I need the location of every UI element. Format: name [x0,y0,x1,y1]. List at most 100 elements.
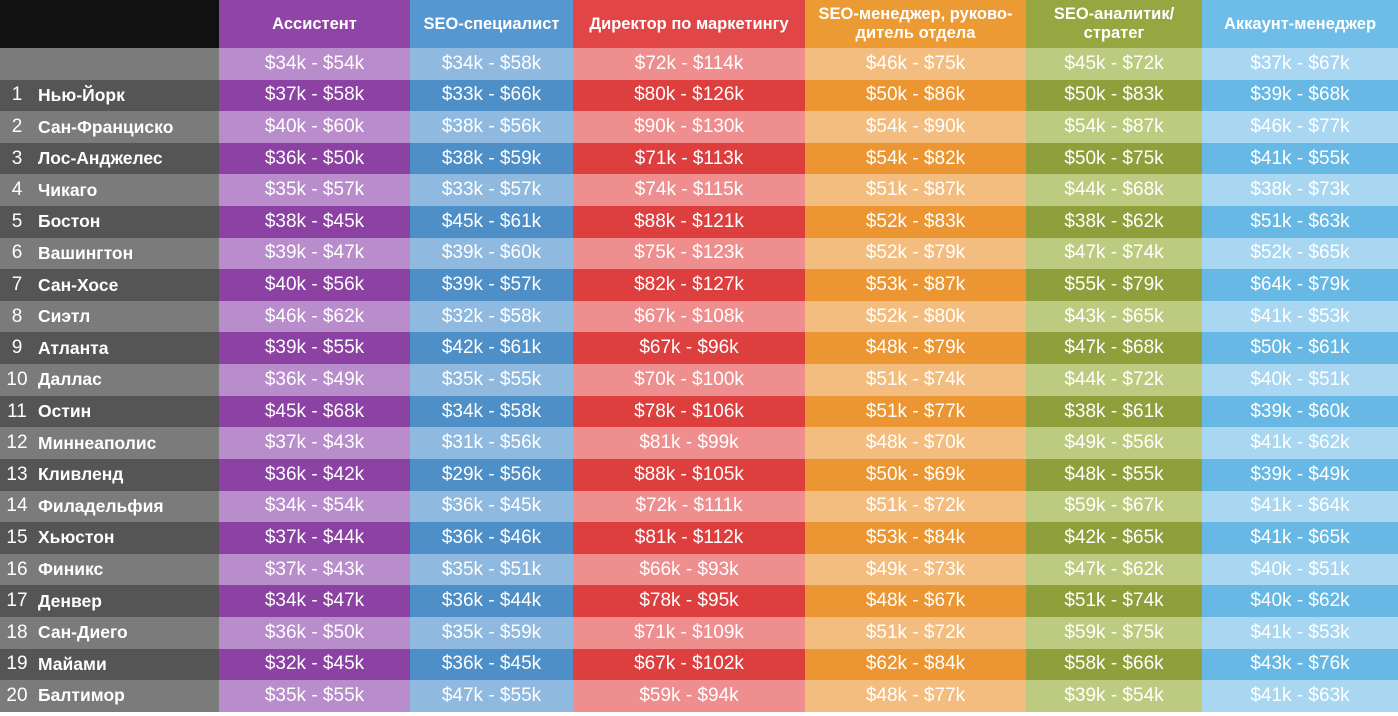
city-name: Сан-Диего [38,622,128,643]
salary-cell: $52k - $80k [805,300,1026,333]
salary-cell: $82k - $127k [573,269,805,301]
city-name: Финикс [38,559,104,580]
salary-cell: $33k - $57k [410,174,573,207]
salary-cell: $39k - $55k [219,332,410,365]
city-label: 17 Денвер [0,585,219,617]
salary-cell: $46k - $77k [1202,111,1398,143]
salary-cell: $34k - $58k [410,395,573,428]
salary-cell: $41k - $63k [1202,680,1398,712]
salary-cell: $67k - $108k [573,300,805,333]
column-header-2: SEO-специалист [410,0,573,48]
city-rank: 14 [6,495,28,517]
salary-cell: $38k - $45k [219,206,410,238]
salary-cell: $47k - $68k [1026,332,1202,365]
city-rank: 3 [11,147,23,169]
city-label: 9 Атланта [0,332,219,365]
salary-cell: $47k - $62k [1026,553,1202,586]
salary-cell: $70k - $100k [573,364,805,396]
city-name: Нью-Йорк [38,84,125,105]
city-label: 8 Сиэтл [0,300,219,333]
salary-cell: $41k - $53k [1202,300,1398,333]
salary-cell: $52k - $79k [805,237,1026,270]
salary-cell: $38k - $61k [1026,395,1202,428]
salary-cell: $51k - $72k [805,490,1026,523]
salary-cell: $90k - $130k [573,111,805,143]
salary-cell: $47k - $55k [410,680,573,712]
salary-cell: $35k - $55k [410,364,573,396]
salary-cell: $53k - $84k [805,522,1026,554]
salary-cell: $88k - $121k [573,206,805,238]
salary-cell: $59k - $67k [1026,490,1202,523]
salary-cell: $39k - $54k [1026,680,1202,712]
salary-cell: $36k - $44k [410,585,573,617]
city-label: 18 Сан-Диего [0,616,219,649]
salary-cell: $45k - $68k [219,395,410,428]
salary-cell: $67k - $102k [573,648,805,681]
city-rank: 1 [11,84,23,106]
salary-cell: $35k - $59k [410,616,573,649]
city-name: Сиэтл [38,306,91,327]
salary-cell: $54k - $90k [805,111,1026,143]
salary-cell: $51k - $72k [805,616,1026,649]
salary-cell: $37k - $58k [219,79,410,112]
salary-cell: $51k - $74k [1026,585,1202,617]
salary-cell: $36k - $46k [410,522,573,554]
salary-cell: $40k - $62k [1202,585,1398,617]
average-cell: $37k - $67k [1202,48,1398,80]
salary-cell: $40k - $51k [1202,364,1398,396]
salary-cell: $50k - $86k [805,79,1026,112]
city-label: 16 Финикс [0,553,219,586]
salary-cell: $59k - $94k [573,680,805,712]
city-name: Миннеаполис [38,432,157,453]
city-rank: 8 [11,305,23,327]
city-label: 13 Кливленд [0,458,219,491]
salary-cell: $35k - $57k [219,174,410,207]
salary-cell: $36k - $45k [410,648,573,681]
salary-cell: $52k - $83k [805,206,1026,238]
salary-cell: $37k - $43k [219,427,410,459]
salary-cell: $34k - $47k [219,585,410,617]
salary-cell: $44k - $72k [1026,364,1202,396]
salary-cell: $32k - $58k [410,300,573,333]
city-rank: 12 [6,432,28,454]
salary-cell: $50k - $75k [1026,142,1202,175]
salary-cell: $72k - $111k [573,490,805,523]
salary-cell: $36k - $49k [219,364,410,396]
salary-cell: $42k - $65k [1026,522,1202,554]
column-header-1: Ассистент [219,0,410,48]
salary-cell: $39k - $47k [219,237,410,270]
salary-cell: $88k - $105k [573,458,805,491]
city-label: 19 Майами [0,648,219,681]
city-rank: 7 [11,274,23,296]
table-corner [0,0,219,48]
salary-cell: $50k - $83k [1026,79,1202,112]
salary-cell: $62k - $84k [805,648,1026,681]
salary-cell: $45k - $61k [410,206,573,238]
salary-cell: $43k - $65k [1026,300,1202,333]
salary-cell: $41k - $55k [1202,142,1398,175]
salary-cell: $35k - $51k [410,553,573,586]
salary-cell: $51k - $77k [805,395,1026,428]
salary-cell: $71k - $113k [573,142,805,175]
city-name: Остин [38,401,92,421]
city-name: Филадельфия [38,495,164,516]
salary-cell: $53k - $87k [805,269,1026,301]
city-name: Хьюстон [38,527,115,548]
salary-cell: $36k - $50k [219,142,410,175]
salary-cell: $39k - $49k [1202,458,1398,491]
salary-cell: $40k - $60k [219,111,410,143]
city-label: 20 Балтимор [0,680,219,712]
salary-cell: $42k - $61k [410,332,573,365]
salary-cell: $74k - $115k [573,174,805,207]
salary-cell: $39k - $60k [1202,395,1398,428]
salary-cell: $59k - $75k [1026,616,1202,649]
salary-cell: $32k - $45k [219,648,410,681]
salary-cell: $64k - $79k [1202,269,1398,301]
salary-cell: $48k - $77k [805,680,1026,712]
salary-cell: $35k - $55k [219,680,410,712]
salary-cell: $48k - $67k [805,585,1026,617]
city-rank: 10 [6,368,28,390]
city-rank: 5 [11,210,23,232]
salary-cell: $81k - $112k [573,522,805,554]
